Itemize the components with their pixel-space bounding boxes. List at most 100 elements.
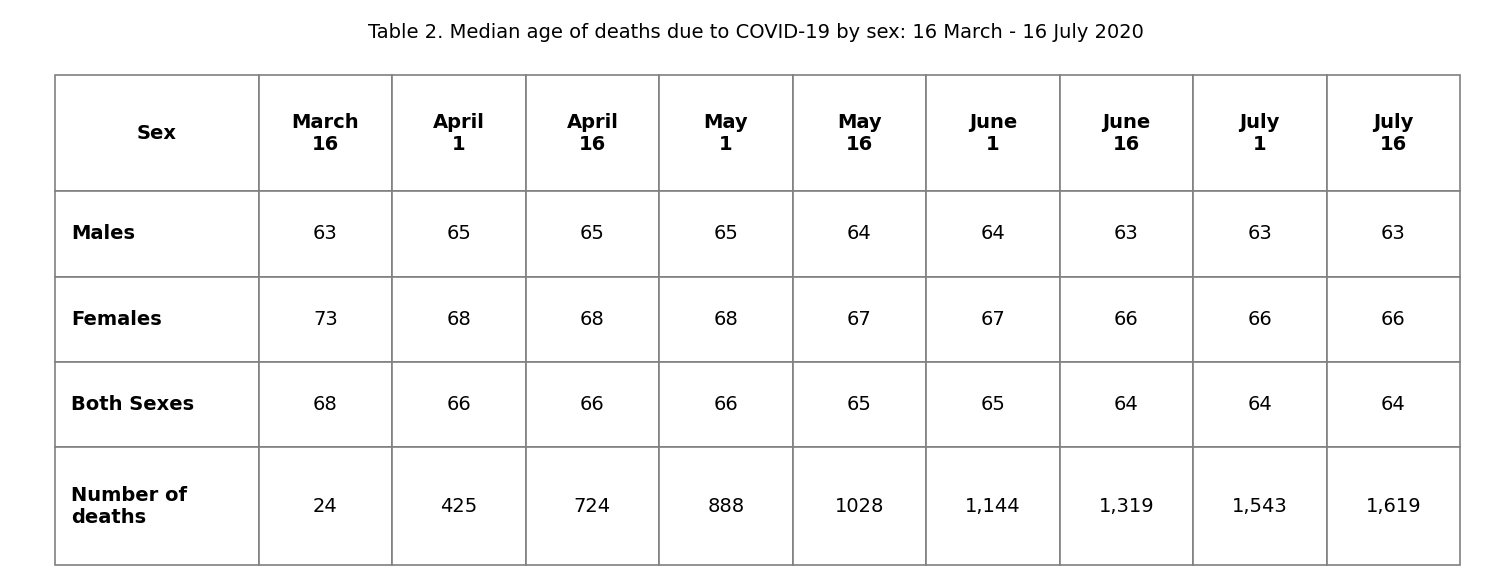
Bar bbox=[792, 362, 925, 447]
Bar bbox=[54, 191, 259, 276]
Bar bbox=[1326, 75, 1461, 191]
Text: July
1: July 1 bbox=[1240, 113, 1281, 154]
Bar bbox=[792, 75, 925, 191]
Text: 724: 724 bbox=[575, 497, 611, 515]
Text: 65: 65 bbox=[446, 224, 472, 244]
Bar bbox=[392, 75, 526, 191]
Text: 64: 64 bbox=[1114, 395, 1139, 414]
Text: 65: 65 bbox=[980, 395, 1005, 414]
Bar bbox=[259, 447, 392, 565]
Text: July
16: July 16 bbox=[1373, 113, 1414, 154]
Bar bbox=[1326, 191, 1461, 276]
Text: Both Sexes: Both Sexes bbox=[71, 395, 195, 414]
Bar bbox=[1060, 362, 1193, 447]
Text: 1,319: 1,319 bbox=[1099, 497, 1154, 515]
Text: 66: 66 bbox=[1380, 310, 1406, 329]
Text: 1,144: 1,144 bbox=[965, 497, 1021, 515]
Bar bbox=[259, 75, 392, 191]
Bar bbox=[1193, 362, 1326, 447]
Text: March
16: March 16 bbox=[292, 113, 360, 154]
Bar bbox=[792, 276, 925, 362]
Text: June
16: June 16 bbox=[1102, 113, 1151, 154]
Bar bbox=[1060, 191, 1193, 276]
Bar bbox=[925, 447, 1060, 565]
Text: 63: 63 bbox=[1247, 224, 1272, 244]
Text: Females: Females bbox=[71, 310, 162, 329]
Bar bbox=[925, 362, 1060, 447]
Text: June
1: June 1 bbox=[969, 113, 1018, 154]
Bar bbox=[659, 362, 792, 447]
Bar bbox=[792, 447, 925, 565]
Text: 63: 63 bbox=[1114, 224, 1139, 244]
Bar bbox=[259, 191, 392, 276]
Text: Table 2. Median age of deaths due to COVID-19 by sex: 16 March - 16 July 2020: Table 2. Median age of deaths due to COV… bbox=[367, 22, 1145, 42]
Text: April
1: April 1 bbox=[432, 113, 485, 154]
Bar bbox=[392, 447, 526, 565]
Bar bbox=[1326, 276, 1461, 362]
Bar bbox=[392, 276, 526, 362]
Bar bbox=[1060, 276, 1193, 362]
Bar bbox=[392, 362, 526, 447]
Bar bbox=[1326, 447, 1461, 565]
Bar bbox=[659, 191, 792, 276]
Bar bbox=[659, 276, 792, 362]
Bar bbox=[1193, 276, 1326, 362]
Bar bbox=[659, 447, 792, 565]
Bar bbox=[54, 276, 259, 362]
Text: 64: 64 bbox=[847, 224, 872, 244]
Bar bbox=[259, 276, 392, 362]
Text: 63: 63 bbox=[313, 224, 337, 244]
Text: 66: 66 bbox=[1247, 310, 1272, 329]
Text: 65: 65 bbox=[847, 395, 872, 414]
Text: 425: 425 bbox=[440, 497, 478, 515]
Text: 64: 64 bbox=[980, 224, 1005, 244]
Text: 68: 68 bbox=[313, 395, 337, 414]
Text: May
16: May 16 bbox=[838, 113, 881, 154]
Text: Sex: Sex bbox=[138, 124, 177, 143]
Bar bbox=[259, 362, 392, 447]
Text: 1,543: 1,543 bbox=[1232, 497, 1288, 515]
Bar bbox=[1326, 362, 1461, 447]
Text: 64: 64 bbox=[1380, 395, 1406, 414]
Text: 73: 73 bbox=[313, 310, 337, 329]
Text: 63: 63 bbox=[1380, 224, 1406, 244]
Text: 65: 65 bbox=[581, 224, 605, 244]
Bar bbox=[526, 362, 659, 447]
Bar bbox=[54, 447, 259, 565]
Bar bbox=[659, 75, 792, 191]
Bar bbox=[526, 75, 659, 191]
Text: 1,619: 1,619 bbox=[1365, 497, 1421, 515]
Text: 66: 66 bbox=[714, 395, 738, 414]
Text: 67: 67 bbox=[980, 310, 1005, 329]
Text: Number of
deaths: Number of deaths bbox=[71, 485, 187, 527]
Bar bbox=[54, 362, 259, 447]
Text: Males: Males bbox=[71, 224, 135, 244]
Text: 888: 888 bbox=[708, 497, 744, 515]
Text: 68: 68 bbox=[714, 310, 738, 329]
Bar bbox=[1193, 447, 1326, 565]
Text: 66: 66 bbox=[581, 395, 605, 414]
Bar bbox=[392, 191, 526, 276]
Text: 67: 67 bbox=[847, 310, 872, 329]
Text: 66: 66 bbox=[446, 395, 472, 414]
Text: 64: 64 bbox=[1247, 395, 1272, 414]
Bar bbox=[1193, 75, 1326, 191]
Text: 68: 68 bbox=[581, 310, 605, 329]
Bar bbox=[792, 191, 925, 276]
Bar bbox=[925, 191, 1060, 276]
Bar bbox=[1060, 75, 1193, 191]
Bar bbox=[1060, 447, 1193, 565]
Text: April
16: April 16 bbox=[567, 113, 618, 154]
Text: May
1: May 1 bbox=[703, 113, 748, 154]
Bar bbox=[1193, 191, 1326, 276]
Bar bbox=[526, 191, 659, 276]
Text: 66: 66 bbox=[1114, 310, 1139, 329]
Bar bbox=[925, 75, 1060, 191]
Text: 24: 24 bbox=[313, 497, 337, 515]
Bar bbox=[526, 447, 659, 565]
Text: 1028: 1028 bbox=[835, 497, 885, 515]
Bar bbox=[925, 276, 1060, 362]
Text: 68: 68 bbox=[446, 310, 472, 329]
Bar bbox=[54, 75, 259, 191]
Text: 65: 65 bbox=[714, 224, 738, 244]
